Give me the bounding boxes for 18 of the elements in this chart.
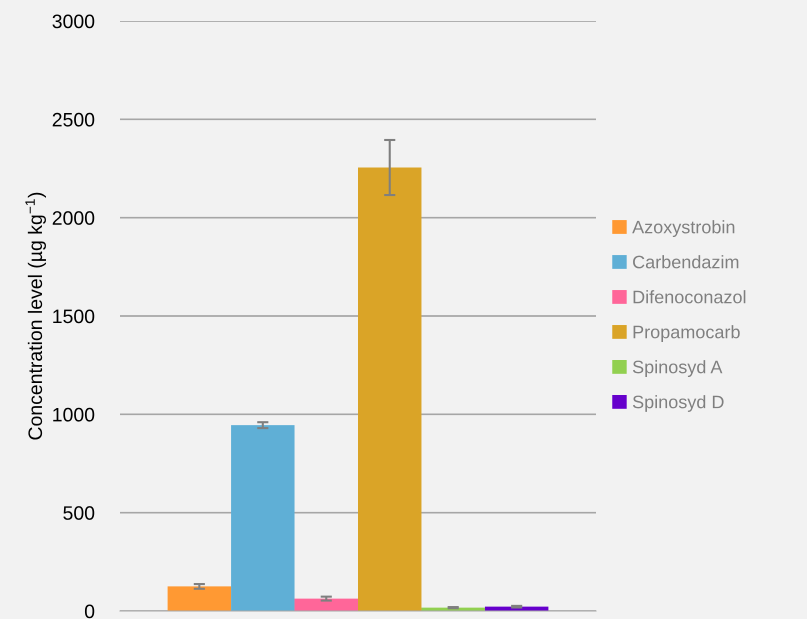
y-tick-label: 3000 bbox=[52, 14, 94, 28]
y-tick-label: 2500 bbox=[52, 112, 94, 127]
legend-label: Carbendazim bbox=[633, 255, 738, 268]
legend-label: Propamocarb bbox=[634, 325, 740, 342]
y-tick-label: 0 bbox=[84, 604, 94, 618]
legend-label: Spinosyd D bbox=[632, 395, 724, 412]
legend-label: Azoxystrobin bbox=[632, 220, 734, 238]
bar bbox=[294, 598, 358, 611]
y-tick-label: 500 bbox=[63, 506, 94, 520]
bar bbox=[231, 425, 295, 611]
y-axis-title: Concentration level (µg kg$^{−1}$) bbox=[25, 192, 46, 440]
y-tick-label: 1000 bbox=[53, 408, 94, 422]
bar bbox=[358, 168, 422, 611]
y-tick-label: 2000 bbox=[52, 211, 94, 225]
y-tick-label: 1500 bbox=[53, 309, 94, 324]
legend-label: Difenoconazol bbox=[634, 290, 746, 304]
legend-label: Spinosyd A bbox=[632, 360, 722, 377]
bar bbox=[168, 586, 232, 611]
